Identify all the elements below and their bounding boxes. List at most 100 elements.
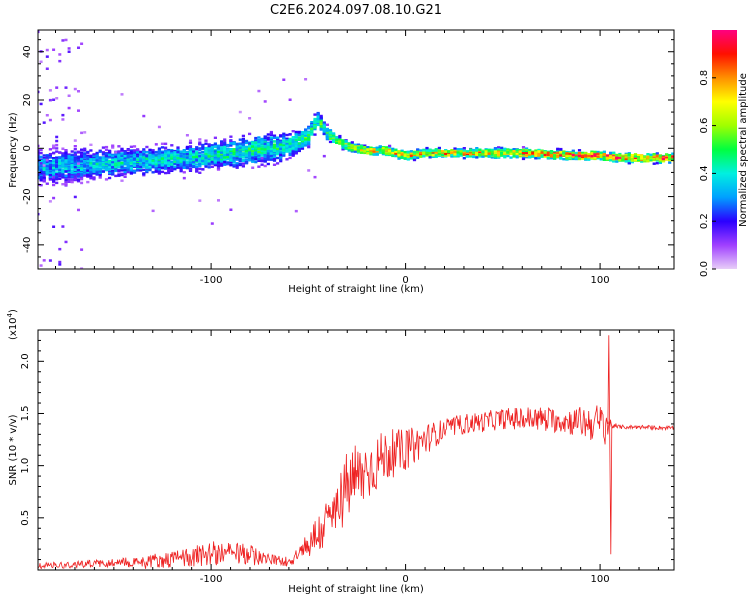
spectrogram-cell bbox=[55, 156, 59, 160]
spectrogram-cell bbox=[235, 145, 239, 148]
spectrogram-cell bbox=[260, 140, 264, 143]
spectrogram-cell bbox=[114, 156, 118, 160]
spectrogram-cell bbox=[615, 160, 619, 163]
spectrogram-cell bbox=[310, 127, 314, 130]
spectrogram-cell bbox=[528, 151, 532, 154]
spectrogram-cell bbox=[114, 160, 118, 163]
spectrogram-cell bbox=[490, 148, 494, 152]
spectrogram-y-tick-label: 40 bbox=[22, 45, 33, 58]
spectrogram-cell bbox=[313, 119, 317, 122]
spectrogram-cell bbox=[39, 60, 43, 63]
spectrogram-cell bbox=[108, 171, 112, 175]
spectrogram-cell bbox=[577, 154, 582, 158]
spectrogram-cell bbox=[139, 168, 143, 171]
spectrogram-cell bbox=[257, 165, 261, 168]
spectrogram-cell bbox=[434, 149, 438, 152]
spectrogram-cell bbox=[630, 159, 634, 162]
spectrogram-cell bbox=[216, 155, 221, 158]
spectrogram-cell bbox=[111, 168, 115, 171]
spectrogram-cell bbox=[104, 161, 109, 164]
spectrogram-cell bbox=[145, 166, 149, 169]
spectrogram-cell bbox=[64, 240, 68, 244]
spectrogram-cell bbox=[120, 173, 124, 176]
spectrogram-cell bbox=[204, 151, 208, 154]
spectrogram-cell bbox=[223, 160, 227, 164]
spectrogram-cell bbox=[534, 154, 538, 157]
spectrogram-cell bbox=[549, 150, 554, 153]
spectrogram-cell bbox=[80, 154, 84, 158]
spectrogram-cell bbox=[188, 168, 193, 171]
spectrogram-cell bbox=[188, 149, 193, 152]
spectrogram-cell bbox=[478, 148, 482, 151]
spectrogram-cell bbox=[294, 143, 298, 146]
spectrogram-cell bbox=[313, 127, 317, 131]
spectrogram-cell bbox=[129, 170, 133, 173]
spectrogram-cell bbox=[145, 159, 149, 162]
spectrogram-cell bbox=[232, 156, 236, 160]
spectrogram-cell bbox=[67, 176, 71, 179]
spectrogram-cell bbox=[422, 153, 426, 156]
spectrogram-cell bbox=[111, 169, 115, 173]
spectrogram-cell bbox=[148, 160, 152, 163]
spectrogram-cell bbox=[64, 154, 68, 157]
spectrogram-cell bbox=[257, 138, 261, 142]
spectrogram-cell bbox=[232, 149, 236, 152]
spectrogram-cell bbox=[475, 156, 479, 159]
spectrogram-cell bbox=[223, 140, 227, 143]
spectrogram-cell bbox=[372, 150, 376, 153]
spectrogram-cell bbox=[288, 140, 292, 143]
spectrogram-cell bbox=[509, 156, 513, 159]
spectrogram-cell bbox=[132, 171, 137, 174]
spectrogram-cell bbox=[269, 147, 273, 151]
spectrogram-cell bbox=[132, 149, 137, 152]
spectrogram-cell bbox=[422, 149, 426, 152]
spectrogram-cell bbox=[282, 154, 286, 157]
spectrogram-cell bbox=[157, 150, 161, 153]
spectrogram-cell bbox=[48, 167, 52, 170]
spectrogram-cell bbox=[546, 153, 550, 157]
spectrogram-cell bbox=[98, 159, 102, 162]
spectrogram-cell bbox=[164, 146, 168, 149]
spectrogram-cell bbox=[64, 156, 68, 159]
spectrogram-cell bbox=[67, 106, 71, 110]
spectrogram-cell bbox=[104, 154, 109, 158]
spectrogram-cell bbox=[279, 135, 283, 138]
spectrogram-cell bbox=[220, 153, 224, 156]
spectrogram-cell bbox=[213, 161, 217, 165]
spectrogram-cell bbox=[462, 149, 466, 152]
spectrogram-cell bbox=[272, 140, 277, 143]
spectrogram-cell bbox=[80, 181, 84, 185]
spectrogram-cell bbox=[229, 208, 233, 211]
spectrogram-cell bbox=[104, 158, 109, 162]
spectrogram-cell bbox=[154, 164, 158, 167]
spectrogram-cell bbox=[472, 151, 476, 155]
spectrogram-cell bbox=[58, 177, 62, 180]
spectrogram-cell bbox=[126, 170, 130, 174]
spectrogram-cell bbox=[52, 166, 56, 170]
spectrogram-cell bbox=[38, 152, 40, 156]
spectrogram-cell bbox=[406, 155, 410, 159]
spectrogram-cell bbox=[475, 147, 479, 150]
spectrogram-cell bbox=[176, 163, 180, 167]
spectrogram-cell bbox=[447, 154, 451, 157]
spectrogram-cell bbox=[198, 162, 202, 166]
spectrogram-cell bbox=[375, 153, 379, 156]
spectrogram-cell bbox=[101, 156, 105, 160]
spectrogram-cell bbox=[285, 158, 289, 161]
spectrogram-cell bbox=[132, 153, 137, 157]
spectrogram-cell bbox=[341, 146, 345, 149]
spectrogram-cell bbox=[98, 171, 102, 174]
spectrogram-cell bbox=[123, 161, 127, 164]
spectrogram-cell bbox=[581, 157, 585, 160]
spectrogram-cell bbox=[506, 149, 510, 152]
spectrogram-cell bbox=[145, 157, 149, 161]
spectrogram-cell bbox=[493, 148, 498, 152]
spectrogram-cell bbox=[70, 153, 74, 157]
spectrogram-cell bbox=[38, 165, 40, 168]
spectrogram-cell bbox=[226, 153, 230, 156]
spectrogram-cell bbox=[248, 142, 252, 145]
spectrogram-cell bbox=[503, 147, 507, 151]
spectrogram-cell bbox=[61, 174, 65, 177]
spectrogram-cell bbox=[98, 163, 102, 166]
